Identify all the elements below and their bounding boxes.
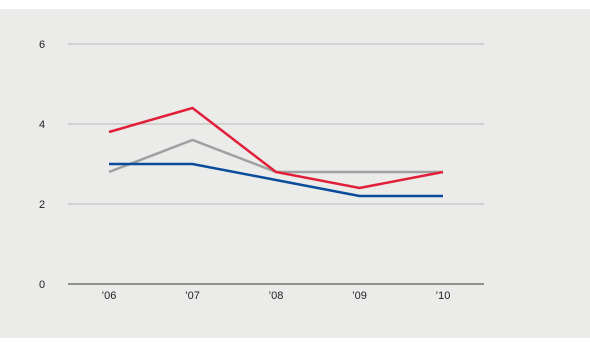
series-layer [108,106,444,198]
x-tick-label: ’07 [185,290,200,302]
plot-panel [0,9,590,338]
y-tick-label: 6 [39,39,45,51]
y-tick-label: 4 [39,119,45,131]
label-layer: 0 2 4 6 ’06 ’07 ’08 ’09 ’10 [39,39,450,302]
y-tick-label: 2 [39,199,45,211]
x-tick-label: ’08 [269,290,284,302]
x-tick-label: ’10 [436,290,451,302]
y-tick-label: 0 [39,279,45,291]
x-tick-label: ’06 [102,290,117,302]
x-tick-label: ’09 [352,290,367,302]
